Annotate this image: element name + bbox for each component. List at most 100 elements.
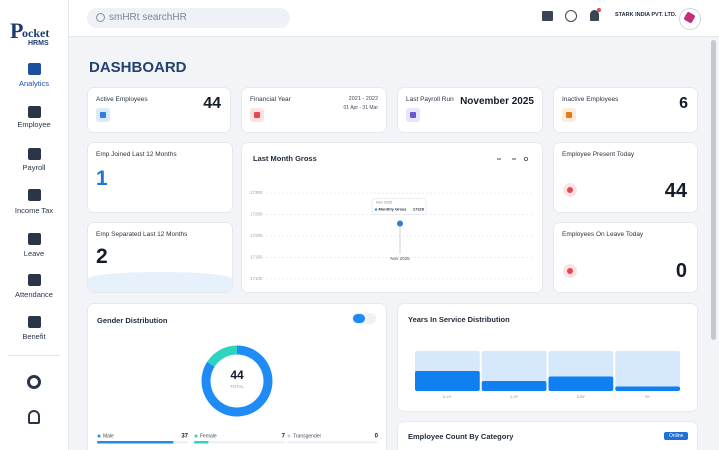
x-tick-label: 0-1Y: [443, 394, 452, 399]
y-tick-label: 17150: [250, 255, 263, 260]
settings-icon[interactable]: [27, 375, 41, 389]
donut-total-label: TOTAL: [230, 384, 245, 389]
logo-top: ocket: [22, 26, 50, 40]
tooltip-title: Nov 2025: [376, 201, 392, 205]
stat-icon-glyph: [254, 112, 260, 118]
stat-card: Employee Present Today 44: [554, 143, 697, 212]
chart-title: Last Month Gross: [253, 154, 317, 163]
stat-label: Last Payroll Run: [406, 96, 454, 103]
stat-value: 6: [679, 95, 688, 112]
legend-dot: [97, 434, 101, 438]
stat-value: 44: [203, 95, 221, 112]
tooltip-value: 17229: [413, 207, 425, 212]
nav-label[interactable]: Payroll: [22, 163, 46, 172]
legend-value: 0: [375, 434, 379, 440]
stat-icon-glyph: [567, 268, 573, 274]
stat-icon-glyph: [566, 112, 572, 118]
notification-icon[interactable]: [590, 10, 599, 21]
category-card: Employee Count By Category Online: [398, 422, 697, 450]
category-button[interactable]: Online: [664, 432, 689, 440]
nav-label[interactable]: Benefit: [22, 332, 46, 341]
y-tick-label: 17200: [250, 233, 263, 238]
chart-title: Gender Distribution: [97, 316, 168, 325]
stat-card: Emp Separated Last 12 Months 2: [88, 223, 232, 292]
nav-icon[interactable]: [28, 233, 41, 245]
legend-value: 7: [282, 434, 286, 440]
bar: [415, 371, 480, 391]
company-name[interactable]: STARK INDIA PVT. LTD.: [615, 12, 677, 18]
search-placeholder[interactable]: smHRt searchHR: [109, 12, 187, 23]
bar: [615, 386, 680, 391]
x-tick-label: 3-5Y: [577, 394, 586, 399]
donut-chart-card: Gender Distribution: [88, 304, 386, 450]
stat-icon-glyph: [567, 187, 573, 193]
tooltip: Nov 2025 Monthly Gross 17229: [371, 198, 427, 215]
legend-bar: [97, 441, 174, 444]
notification-dot: [597, 8, 601, 12]
toggle-active[interactable]: [353, 314, 365, 323]
donut-chart: 44 TOTAL Male 37 Female 7 Transgender 0: [97, 345, 379, 444]
nav-label[interactable]: Leave: [23, 249, 45, 258]
stat-label: Emp Separated Last 12 Months: [96, 231, 188, 238]
stat-icon: [96, 108, 110, 122]
bar-chart: 0-1Y 1-3Y 3-5Y 5+: [415, 351, 680, 399]
tooltip-dot: [374, 208, 378, 211]
stat-label: Active Employees: [96, 96, 148, 103]
donut-total: 44: [230, 368, 244, 382]
nav-icon[interactable]: [28, 316, 41, 328]
stat-sub: 01 Apr - 31 Mar: [343, 105, 378, 111]
help-icon[interactable]: [565, 10, 577, 22]
search-box[interactable]: smHRt searchHR: [87, 8, 290, 28]
stat-icon-glyph: [100, 112, 106, 118]
stat-value: 2: [96, 245, 108, 268]
stat-icon-glyph: [410, 112, 416, 118]
store-icon[interactable]: [542, 11, 553, 21]
x-tick-label: 1-3Y: [510, 394, 519, 399]
chart-title: Years In Service Distribution: [408, 315, 510, 324]
nav-icon[interactable]: [28, 274, 41, 286]
legend-track: [194, 441, 285, 444]
nav-label[interactable]: Employee: [17, 120, 51, 129]
legend-bar: [194, 441, 209, 444]
stat-label: Financial Year: [250, 96, 291, 103]
stat-card: Last Payroll Run November 2025: [398, 88, 542, 132]
bar: [548, 376, 614, 391]
logo-bottom: HRMS: [28, 40, 49, 47]
stat-card: Inactive Employees 6: [554, 88, 697, 132]
stat-card: Financial Year 2021 - 2022 01 Apr - 31 Mar: [242, 88, 386, 132]
top-bar: smHRt searchHR STARK INDIA PVT. LTD.: [69, 0, 719, 37]
donut-slice: [207, 345, 238, 367]
scrollbar: [711, 40, 716, 340]
search-icon: [96, 13, 105, 22]
stat-label: Inactive Employees: [562, 96, 619, 103]
nav-icon[interactable]: [28, 106, 41, 118]
chart-title: Employee Count By Category: [408, 432, 514, 441]
stat-icon: [406, 108, 420, 122]
legend-label: Transgender: [293, 433, 321, 439]
stat-card: Active Employees 44: [88, 88, 230, 132]
data-point: [397, 220, 403, 227]
line-chart-card: Last Month Gross: [242, 143, 542, 292]
stat-icon: [562, 108, 576, 122]
nav-label[interactable]: Analytics: [18, 79, 49, 88]
stat-icon: [563, 183, 577, 197]
y-tick-label: 17250: [250, 212, 263, 217]
stat-label: Emp Joined Last 12 Months: [96, 151, 177, 158]
nav-icon[interactable]: [28, 189, 41, 201]
stat-value: 0: [675, 260, 687, 282]
user-icon[interactable]: [28, 410, 40, 424]
stat-card: Emp Joined Last 12 Months 1: [88, 143, 232, 212]
stat-value: 2021 - 2022: [348, 96, 378, 102]
stat-icon: [563, 264, 577, 278]
nav-label[interactable]: Income Tax: [14, 206, 54, 215]
legend-dot: [287, 434, 291, 438]
stat-value: 1: [96, 167, 108, 190]
nav-icon[interactable]: [28, 63, 41, 75]
nav-icon[interactable]: [28, 148, 41, 160]
bar-track: [615, 351, 680, 391]
nav-label[interactable]: Attendance: [15, 290, 53, 299]
x-tick-label: Nov 2025: [390, 256, 410, 261]
legend-value: 37: [181, 434, 188, 440]
